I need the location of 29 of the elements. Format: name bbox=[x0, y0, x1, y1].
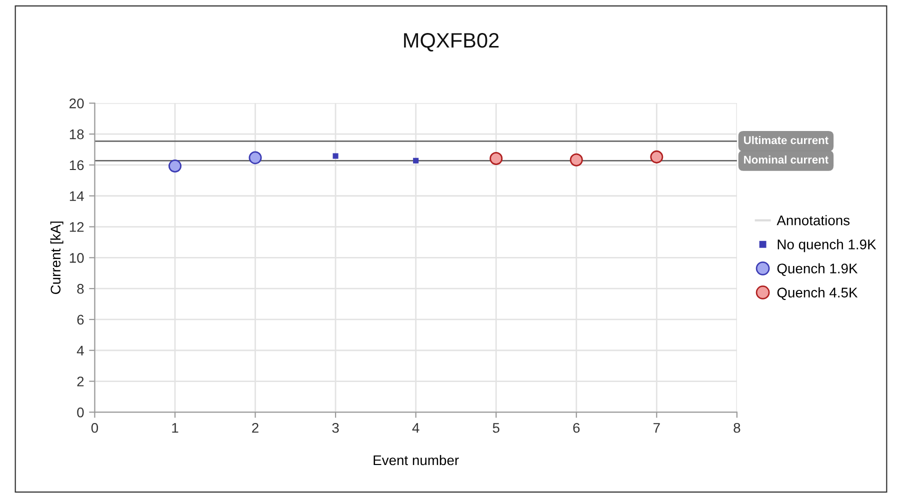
y-tick-label: 6 bbox=[77, 314, 84, 325]
x-tick-label: 6 bbox=[573, 422, 580, 433]
x-tick-label: 8 bbox=[734, 422, 740, 433]
y-tick-label: 20 bbox=[70, 98, 84, 108]
y-tick-label: 8 bbox=[77, 284, 84, 294]
x-tick-label: 5 bbox=[492, 423, 500, 433]
legend-label: Quench 4.5K bbox=[777, 287, 858, 300]
ref-line-label: Nominal current bbox=[744, 155, 828, 164]
chart-title: MQXFB02 bbox=[404, 33, 499, 52]
y-tick-label: 12 bbox=[70, 222, 84, 232]
x-tick-label: 2 bbox=[252, 422, 258, 433]
legend-label: Quench 1.9K bbox=[777, 263, 858, 276]
x-tick-label: 1 bbox=[172, 423, 178, 433]
legend-label: Annotations bbox=[776, 215, 850, 226]
y-tick-label: 18 bbox=[70, 129, 84, 140]
x-tick-label: 4 bbox=[412, 423, 420, 433]
x-tick-label: 3 bbox=[332, 422, 339, 433]
x-axis-title: Event number bbox=[374, 454, 459, 466]
x-tick-label: 7 bbox=[654, 423, 660, 433]
y-tick-label: 10 bbox=[70, 253, 84, 263]
y-tick-label: 16 bbox=[70, 160, 84, 170]
y-tick-label: 4 bbox=[76, 346, 84, 356]
legend-label: No quench 1.9K bbox=[778, 239, 876, 252]
x-tick-label: 0 bbox=[91, 422, 98, 433]
y-axis-title: Current [kA] bbox=[50, 222, 64, 294]
ref-line-label: Ultimate current bbox=[744, 136, 828, 144]
y-tick-label: 2 bbox=[77, 376, 84, 386]
y-tick-label: 0 bbox=[77, 408, 84, 418]
y-tick-label: 14 bbox=[70, 191, 84, 201]
